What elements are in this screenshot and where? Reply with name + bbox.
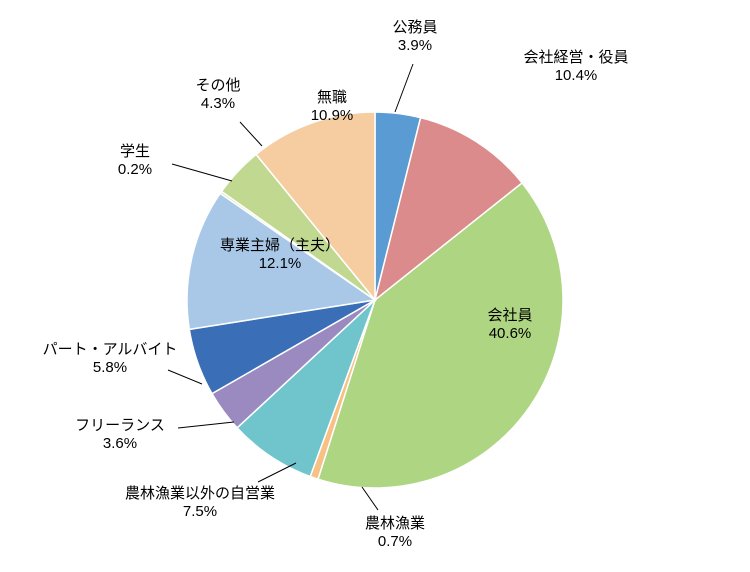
slice-label-value: 3.6% <box>103 435 137 452</box>
slice-label-value: 40.6% <box>489 325 532 342</box>
slice-label-value: 4.3% <box>201 95 235 112</box>
pie-slices <box>187 112 563 488</box>
slice-label: その他4.3% <box>195 77 240 112</box>
pie-chart-container: 公務員3.9% 会社経営・役員10.4% 会社員40.6% 農林漁業0.7% 農林漁業以… <box>0 0 750 572</box>
slice-label-name: 公務員 <box>392 19 437 36</box>
slice-label-value: 5.8% <box>93 359 127 376</box>
slice-label-name: 農林漁業 <box>365 515 425 532</box>
slice-label-name: 無職 <box>317 89 347 106</box>
pie-chart-svg: 公務員3.9% 会社経営・役員10.4% 会社員40.6% 農林漁業0.7% 農林漁業以… <box>0 0 750 572</box>
slice-label: 無職10.9% <box>311 89 354 124</box>
slice-label-value: 0.2% <box>118 161 152 178</box>
slice-label: 会社員40.6% <box>487 307 532 342</box>
slice-label-value: 12.1% <box>259 255 302 272</box>
slice-label: 公務員3.9% <box>392 19 437 54</box>
slice-label-name: 会社員 <box>487 307 532 324</box>
slice-label-name: その他 <box>195 77 240 94</box>
slice-label-name: 学生 <box>120 143 150 160</box>
slice-label-value: 3.9% <box>398 37 432 54</box>
slice-label-name: フリーランス <box>75 417 165 434</box>
slice-label-value: 10.9% <box>311 107 354 124</box>
slice-label-name: パート・アルバイト <box>43 341 178 358</box>
slice-label: 学生0.2% <box>118 143 152 178</box>
slice-label-value: 7.5% <box>183 503 217 520</box>
slice-label-value: 0.7% <box>378 533 412 550</box>
slice-label-name: 農林漁業以外の自営業 <box>125 485 275 502</box>
slice-label-value: 10.4% <box>555 67 598 84</box>
slice-label-name: 専業主婦（主夫） <box>220 237 340 254</box>
slice-label-name: 会社経営・役員 <box>523 49 628 66</box>
